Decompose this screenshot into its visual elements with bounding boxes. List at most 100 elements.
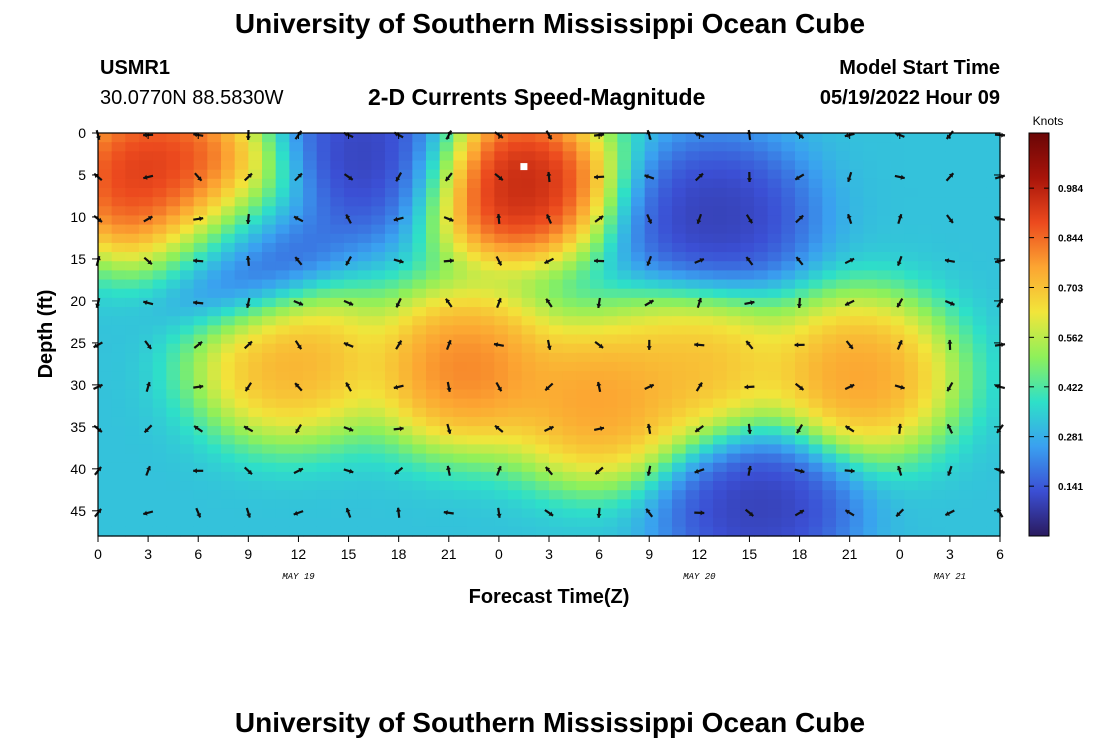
heatmap-cell: [767, 462, 782, 473]
heatmap-cell: [193, 352, 208, 363]
heatmap-cell: [385, 444, 400, 455]
heatmap-cell: [781, 279, 796, 290]
heatmap-cell: [672, 270, 687, 281]
heatmap-cell: [371, 160, 386, 171]
heatmap-cell: [111, 334, 126, 345]
heatmap-cell: [262, 307, 277, 317]
heatmap-cell: [152, 197, 167, 207]
heatmap-cell: [590, 371, 605, 381]
heatmap-cell: [822, 526, 837, 537]
heatmap-cell: [945, 361, 960, 372]
heatmap-cell: [521, 288, 536, 299]
current-arrow: [293, 510, 304, 516]
heatmap-cell: [480, 508, 495, 519]
heatmap-cell: [781, 343, 796, 354]
heatmap-cell: [808, 426, 823, 436]
heatmap-cell: [658, 407, 673, 418]
arrow-head: [93, 343, 99, 348]
heatmap-cell: [972, 389, 987, 400]
heatmap-cell: [412, 242, 427, 253]
current-arrow: [594, 258, 605, 264]
heatmap-cell: [781, 371, 796, 381]
heatmap-cell: [480, 206, 495, 217]
current-arrow: [245, 213, 251, 224]
heatmap-cell: [849, 352, 864, 363]
heatmap-cell: [385, 361, 400, 372]
heatmap-cell: [426, 334, 441, 345]
heatmap-cell: [207, 160, 222, 171]
heatmap-cell: [234, 517, 249, 528]
heatmap-cell: [904, 407, 919, 418]
heatmap-cell: [152, 242, 167, 253]
heatmap-cell: [672, 435, 687, 446]
heatmap-cell: [453, 453, 468, 464]
heatmap-cell: [931, 526, 946, 537]
heatmap-cell: [603, 453, 618, 464]
heatmap-cell: [959, 215, 974, 226]
heatmap-cell: [125, 178, 140, 189]
heatmap-cell: [808, 334, 823, 345]
heatmap-cell: [945, 270, 960, 281]
heatmap-cell: [385, 462, 400, 473]
heatmap-cell: [931, 389, 946, 400]
heatmap-cell: [193, 160, 208, 171]
heatmap-cell: [904, 490, 919, 500]
heatmap-cell: [795, 325, 810, 336]
heatmap-cell: [221, 178, 236, 189]
heatmap-cell: [685, 499, 700, 510]
heatmap-cell: [398, 252, 413, 262]
heatmap-cell: [98, 325, 113, 336]
heatmap-cell: [754, 426, 769, 436]
heatmap-cell: [877, 499, 892, 510]
heatmap-cell: [890, 270, 905, 281]
heatmap-cell: [699, 361, 714, 372]
heatmap-cell: [316, 361, 331, 372]
heatmap-cell: [822, 325, 837, 336]
heatmap-cell: [303, 160, 318, 171]
heatmap-cell: [521, 252, 536, 262]
heatmap-cell: [152, 288, 167, 299]
heatmap-cell: [890, 389, 905, 400]
heatmap-cell: [945, 499, 960, 510]
heatmap-cell: [918, 187, 933, 198]
heatmap-cell: [699, 160, 714, 171]
y-tick-label: 15: [70, 251, 86, 267]
heatmap-cell: [152, 261, 167, 271]
heatmap-cell: [125, 462, 140, 473]
x-tick-label: 18: [391, 546, 407, 562]
arrow-head: [896, 261, 902, 266]
heatmap-cell: [494, 187, 509, 198]
heatmap-cell: [672, 462, 687, 473]
heatmap-cell: [193, 169, 208, 180]
heatmap-cell: [740, 426, 755, 436]
heatmap-cell: [972, 325, 987, 336]
heatmap-cell: [398, 398, 413, 409]
heatmap-cell: [111, 490, 126, 500]
heatmap-cell: [808, 288, 823, 299]
heatmap-cell: [904, 380, 919, 391]
heatmap-cell: [453, 169, 468, 180]
heatmap-cell: [98, 206, 113, 217]
arrow-head: [546, 345, 552, 350]
heatmap-cell: [986, 197, 1001, 207]
heatmap-cell: [316, 444, 331, 455]
heatmap-cell: [467, 371, 482, 381]
heatmap-cell: [685, 334, 700, 345]
heatmap-cell: [863, 407, 878, 418]
heatmap-cell: [248, 242, 263, 253]
heatmap-cell: [125, 407, 140, 418]
heatmap-cell: [972, 160, 987, 171]
heatmap-cell: [152, 435, 167, 446]
heatmap-cell: [849, 206, 864, 217]
heatmap-cell: [426, 426, 441, 436]
heatmap-cell: [576, 288, 591, 299]
heatmap-cell: [166, 334, 181, 345]
station-location: 30.0770N 88.5830W: [100, 87, 284, 109]
heatmap-cell: [822, 242, 837, 253]
heatmap-cell: [111, 517, 126, 528]
heatmap-cell: [918, 169, 933, 180]
heatmap-cell: [139, 279, 154, 290]
heatmap-cell: [412, 462, 427, 473]
heatmap-cell: [508, 252, 523, 262]
heatmap-cell: [303, 481, 318, 491]
